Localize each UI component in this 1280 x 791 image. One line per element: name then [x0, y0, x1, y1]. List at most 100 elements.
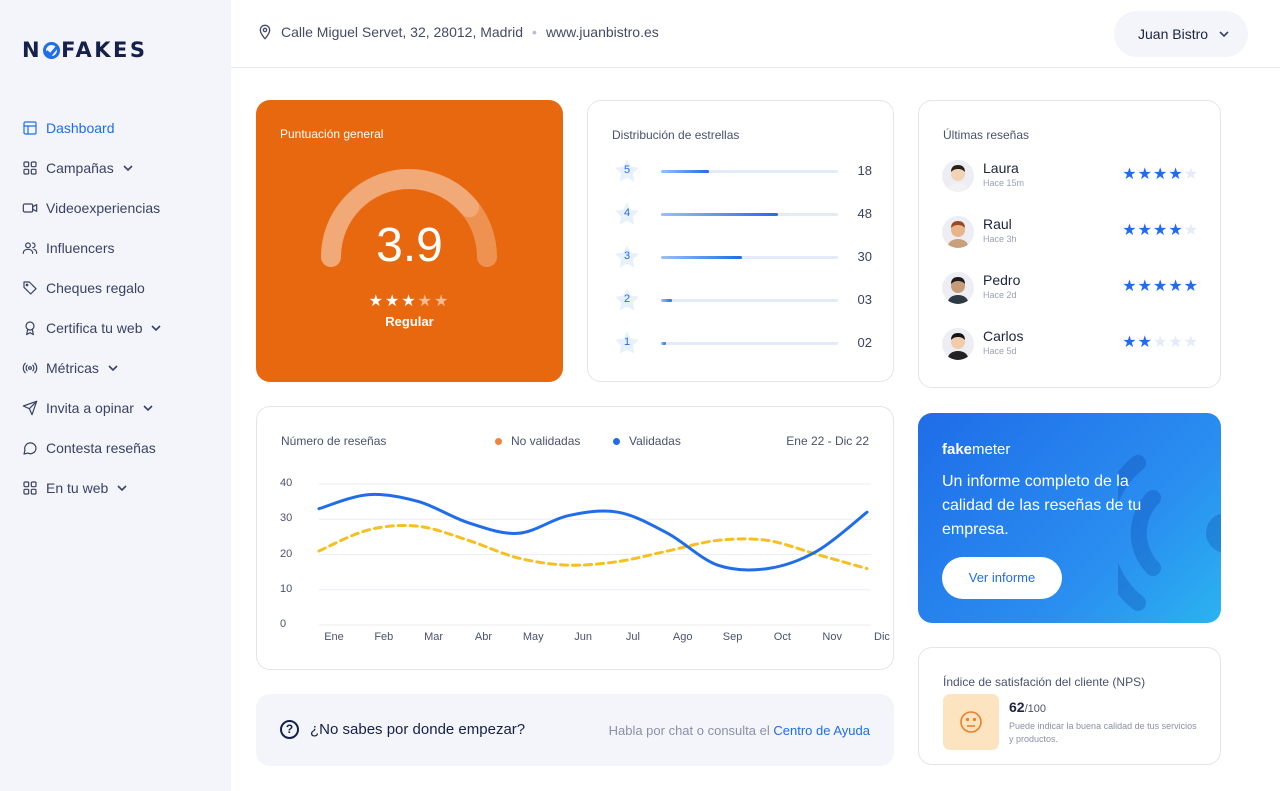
star-icon: ★ — [1152, 166, 1169, 183]
avatar — [942, 328, 974, 360]
star-icon: ★ — [1137, 222, 1153, 239]
star-icon: ★ — [1122, 222, 1138, 239]
overall-score-card: Puntuación general 3.9 ★★★★★ Regular — [256, 100, 563, 382]
review-rating: ★★★★★ — [1122, 332, 1199, 352]
check-logo-icon — [43, 41, 61, 59]
logo[interactable]: N FAKES — [22, 38, 148, 62]
distribution-row: 2 03 — [612, 285, 872, 315]
view-report-button[interactable]: Ver informe — [942, 557, 1062, 599]
x-tick-label: Dic — [874, 631, 890, 643]
star-level: 5 — [623, 164, 631, 176]
sidebar-item-label: Métricas — [46, 360, 99, 376]
review-item[interactable]: Raul Hace 3h ★★★★★ — [942, 213, 1199, 253]
y-tick-label: 20 — [280, 547, 293, 560]
sidebar-item-campañas[interactable]: Campañas — [22, 148, 222, 188]
sidebar-item-invita-a-opinar[interactable]: Invita a opinar — [22, 388, 222, 428]
star-icon: ★ — [417, 293, 435, 310]
star-badge-icon: 1 — [612, 328, 642, 358]
distribution-count: 18 — [857, 163, 872, 178]
star-icon: ★ — [434, 293, 451, 310]
line-chart — [317, 483, 871, 626]
y-tick-label: 0 — [280, 618, 287, 630]
y-tick-label: 10 — [280, 582, 293, 595]
award-icon — [22, 320, 38, 336]
map-pin-icon — [259, 24, 271, 40]
review-rating: ★★★★★ — [1122, 164, 1199, 184]
nps-description: Puede indicar la buena calidad de tus se… — [1009, 721, 1197, 744]
business-address: Calle Miguel Servet, 32, 28012, Madrid •… — [257, 24, 659, 40]
star-level: 1 — [623, 336, 631, 348]
review-item[interactable]: Pedro Hace 2d ★★★★★ — [942, 269, 1199, 309]
user-menu-button[interactable]: Juan Bistro — [1114, 11, 1248, 57]
sidebar-item-dashboard[interactable]: Dashboard — [22, 108, 222, 148]
series-line-no-validadas — [317, 524, 869, 571]
distribution-bar-fill — [661, 299, 672, 302]
sidebar-item-label: Influencers — [46, 240, 115, 256]
review-time: Hace 15m — [983, 178, 1025, 188]
sidebar-item-certifica-tu-web[interactable]: Certifica tu web — [22, 308, 222, 348]
star-icon: ★ — [1168, 166, 1184, 183]
distribution-bar — [661, 299, 838, 302]
card-title: Últimas reseñas — [943, 128, 1030, 142]
x-tick-label: Mar — [424, 631, 444, 643]
sidebar-item-contesta-reseñas[interactable]: Contesta reseñas — [22, 428, 222, 468]
review-item[interactable]: Carlos Hace 5d ★★★★★ — [942, 325, 1199, 365]
sidebar-item-label: Dashboard — [46, 120, 115, 136]
star-distribution-card: Distribución de estrellas 5 18 4 48 3 30 2 … — [587, 100, 894, 382]
review-time: Hace 3h — [983, 234, 1017, 244]
reviewer-name: Laura — [983, 160, 1019, 176]
sidebar-item-métricas[interactable]: Métricas — [22, 348, 222, 388]
date-range[interactable]: Ene 22 - Dic 22 — [786, 434, 869, 448]
website-link[interactable]: www.juanbistro.es — [545, 24, 659, 40]
star-icon: ★ — [1183, 278, 1199, 295]
star-icon: ★ — [384, 293, 402, 310]
distribution-row: 4 48 — [612, 199, 872, 229]
legend-dot — [613, 437, 620, 445]
star-badge-icon: 2 — [612, 285, 642, 315]
reviews-count-chart-card: Número de reseñas No validadas Validadas… — [256, 406, 894, 670]
star-icon: ★ — [1168, 278, 1184, 295]
star-icon: ★ — [1122, 278, 1138, 295]
y-tick-label: 30 — [280, 512, 293, 525]
user-name: Juan Bistro — [1138, 26, 1209, 42]
sidebar-item-en-tu-web[interactable]: En tu web — [22, 468, 222, 508]
avatar — [942, 272, 974, 304]
help-center-link[interactable]: Centro de Ayuda — [773, 723, 870, 738]
legend-unvalidated[interactable]: No validadas — [495, 434, 580, 448]
star-icon: ★ — [368, 293, 385, 310]
review-item[interactable]: Laura Hace 15m ★★★★★ — [942, 157, 1199, 197]
tag-icon — [22, 280, 38, 296]
y-tick-label: 40 — [280, 477, 293, 489]
distribution-bar — [661, 213, 838, 216]
card-title: Índice de satisfación del cliente (NPS) — [943, 675, 1146, 689]
star-icon: ★ — [1183, 334, 1199, 351]
grid-icon — [22, 480, 38, 496]
legend-validated[interactable]: Validadas — [613, 434, 681, 448]
score-value: 3.9 — [376, 219, 443, 272]
sidebar: N FAKES Dashboard Campañas Videoexperiencia… — [0, 0, 231, 791]
star-icon: ★ — [1152, 222, 1169, 239]
star-badge-icon: 4 — [612, 199, 642, 229]
sidebar-item-label: Contesta reseñas — [46, 440, 156, 456]
send-icon — [22, 400, 38, 416]
chevron-down-icon — [143, 405, 153, 412]
fakemeter-text: Un informe completo de la calidad de las… — [942, 473, 1142, 538]
star-level: 2 — [623, 293, 631, 305]
star-icon: ★ — [1137, 166, 1153, 183]
broadcast-icon — [22, 360, 38, 376]
distribution-bar-fill — [661, 213, 778, 216]
reviewer-name: Carlos — [983, 328, 1024, 344]
sidebar-item-influencers[interactable]: Influencers — [22, 228, 222, 268]
score-gauge — [321, 169, 497, 267]
help-question: ¿No sabes por donde empezar? — [310, 721, 526, 738]
help-hint: Habla por chat o consulta el Centro de A… — [609, 723, 870, 738]
video-icon — [22, 200, 38, 216]
sidebar-item-cheques-regalo[interactable]: Cheques regalo — [22, 268, 222, 308]
nps-value: 62 — [1009, 699, 1025, 715]
star-icon: ★ — [1122, 166, 1138, 183]
distribution-count: 02 — [857, 335, 872, 350]
series-line-validadas — [317, 492, 869, 572]
sidebar-item-videoexperiencias[interactable]: Videoexperiencias — [22, 188, 222, 228]
star-badge-icon: 5 — [612, 156, 642, 186]
x-tick-label: Nov — [822, 631, 842, 643]
